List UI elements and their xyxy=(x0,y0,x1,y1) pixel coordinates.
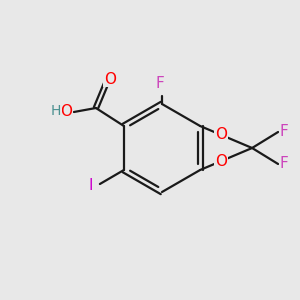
Text: I: I xyxy=(88,178,93,193)
Text: O: O xyxy=(104,71,116,86)
Text: F: F xyxy=(156,76,164,92)
Text: H: H xyxy=(51,104,61,118)
Text: O: O xyxy=(60,104,72,119)
Text: F: F xyxy=(280,124,289,140)
Text: F: F xyxy=(280,157,289,172)
Text: O: O xyxy=(215,127,227,142)
Text: O: O xyxy=(215,154,227,169)
